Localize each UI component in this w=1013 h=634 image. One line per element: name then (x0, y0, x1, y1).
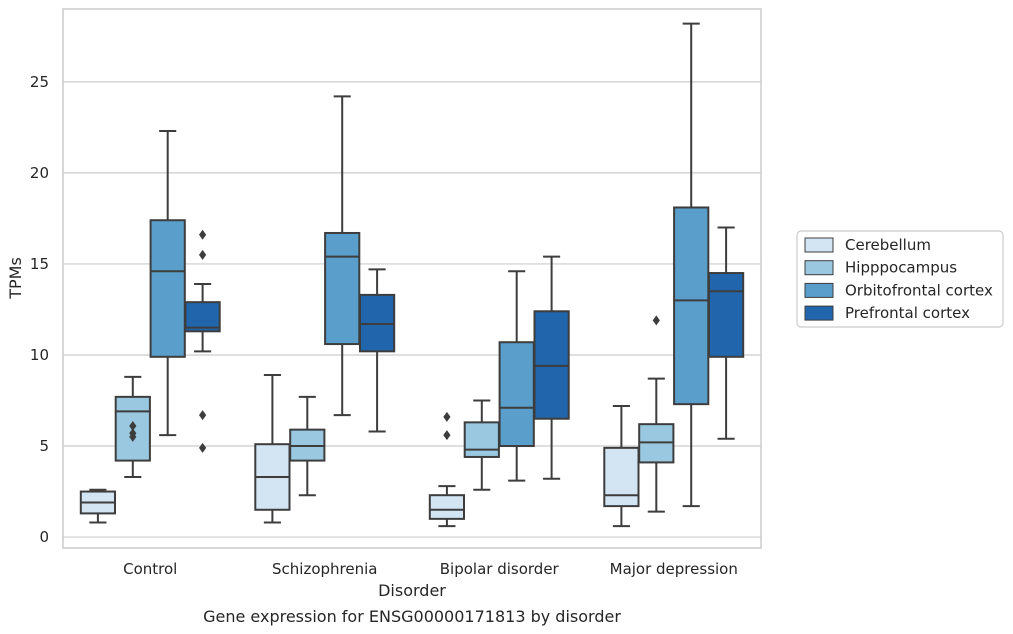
figure-caption: Gene expression for ENSG00000171813 by d… (203, 607, 621, 626)
outlier-point (652, 315, 660, 326)
box-body (324, 231, 361, 346)
outlier-point (199, 229, 207, 240)
box-3-2 (533, 255, 570, 480)
outlier-point (129, 428, 137, 439)
box-body (149, 219, 186, 358)
box-3-0 (184, 229, 221, 453)
box-3-3 (707, 226, 745, 440)
x-tick-label: Control (123, 560, 177, 578)
box-body (428, 494, 466, 520)
y-axis-ticks: 0 5 10 15 20 25 (30, 73, 49, 546)
legend-label: Prefrontal cortex (845, 304, 970, 322)
x-axis-ticks: Control Schizophrenia Bipolar disorder Majo… (123, 560, 738, 578)
legend: Cerebellum Hipppocampus Orbitofrontal cort… (796, 230, 1004, 328)
outlier-point (199, 410, 207, 421)
y-tick-label: 15 (30, 255, 49, 273)
box-0-0 (79, 488, 117, 524)
box-1-3 (638, 315, 675, 513)
box-2-2 (498, 270, 535, 482)
box-1-2 (463, 399, 500, 491)
box-body (603, 446, 640, 508)
box-3-1 (358, 268, 396, 433)
box-body (673, 206, 710, 406)
box-0-1 (254, 374, 291, 524)
x-axis-label: Disorder (378, 581, 446, 600)
x-tick-label: Schizophrenia (272, 560, 377, 578)
x-tick-label: Bipolar disorder (440, 560, 560, 578)
outlier-point (199, 249, 207, 260)
legend-frame (796, 230, 1004, 328)
plot-border (62, 8, 762, 549)
y-tick-label: 5 (39, 437, 49, 455)
y-tick-label: 10 (30, 346, 49, 364)
legend-swatch (804, 237, 834, 253)
outlier-point (443, 430, 451, 441)
x-tick-label: Major depression (610, 560, 738, 578)
box-2-1 (324, 95, 361, 417)
box-1-0 (114, 375, 151, 478)
y-axis-label: TPMs (6, 257, 25, 300)
legend-label: Hipppocampus (845, 259, 957, 277)
boxes (79, 22, 745, 528)
outlier-point (199, 442, 207, 453)
box-2-0 (149, 130, 186, 437)
legend-label: Cerebellum (845, 236, 931, 254)
outlier-point (443, 411, 451, 422)
y-tick-label: 25 (30, 73, 49, 91)
y-tick-label: 0 (39, 528, 49, 546)
box-2-3 (673, 22, 710, 508)
box-body (498, 341, 535, 448)
box-0-3 (603, 404, 640, 528)
legend-swatch (804, 260, 834, 276)
plot-frame (62, 8, 762, 549)
box-body (463, 421, 500, 458)
outlier-point (129, 420, 137, 431)
y-tick-label: 20 (30, 164, 49, 182)
box-0-2 (428, 411, 466, 528)
box-body (707, 272, 745, 358)
box-1-1 (289, 395, 326, 497)
legend-label: Orbitofrontal cortex (845, 281, 993, 299)
legend-swatch (804, 282, 834, 298)
box-body (184, 301, 221, 333)
legend-swatch (804, 305, 834, 321)
